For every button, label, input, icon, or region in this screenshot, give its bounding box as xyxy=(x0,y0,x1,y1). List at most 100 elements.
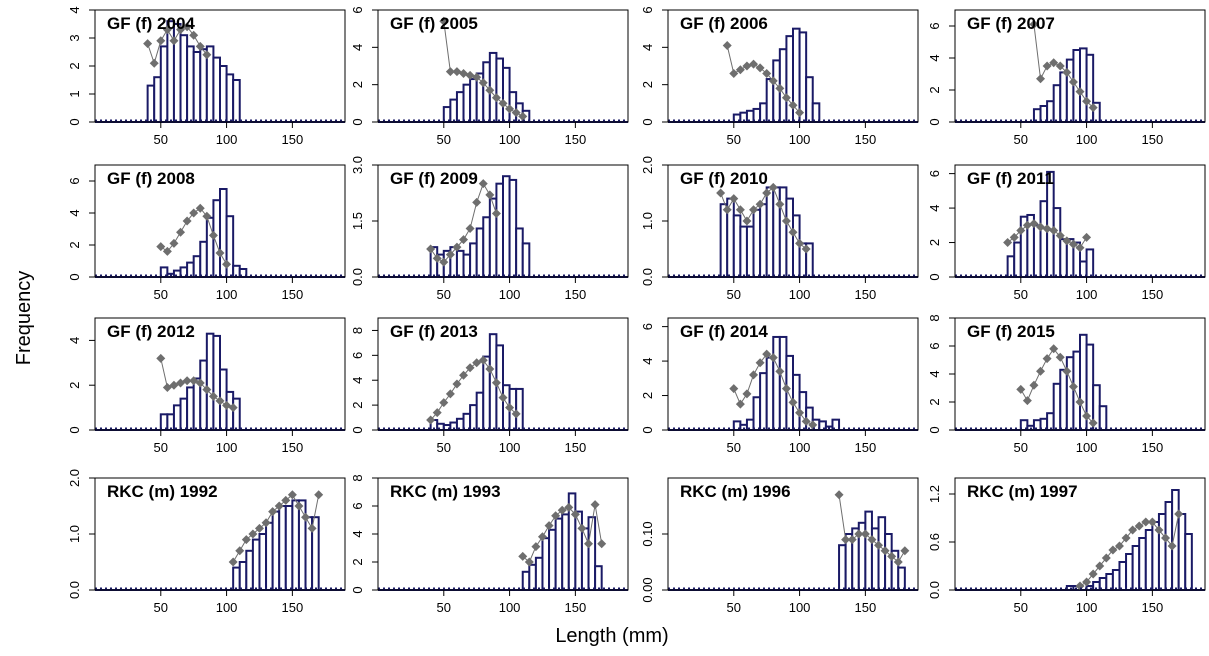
predicted-point xyxy=(169,238,179,248)
predicted-point xyxy=(1134,521,1144,531)
predicted-point xyxy=(287,490,297,500)
predicted-point xyxy=(1036,222,1046,232)
chart-panel: RKC (m) 1997 0.0 0.6 1.2 50 100 150 xyxy=(927,477,1206,615)
predicted-point xyxy=(228,557,238,567)
panel-title: GF (f) 2006 xyxy=(680,14,768,33)
y-tick-label: 1.5 xyxy=(350,212,365,230)
y-tick-label: 0.0 xyxy=(350,268,365,286)
y-tick-label: 2 xyxy=(927,398,942,405)
x-tick-label: 150 xyxy=(855,600,877,615)
predicted-point xyxy=(459,235,469,245)
chart-panel: GF (f) 2008 0 2 4 6 50 100 150 xyxy=(67,164,346,302)
predicted-point xyxy=(795,108,805,118)
x-tick-label: 100 xyxy=(1076,600,1098,615)
y-tick-label: 4 xyxy=(927,370,942,377)
plot-frame xyxy=(94,164,346,278)
predicted-point xyxy=(307,523,317,533)
y-tick-label: 4 xyxy=(927,54,942,61)
predicted-point xyxy=(505,403,515,413)
y-tick-label: 1.0 xyxy=(640,212,655,230)
predicted-point xyxy=(1068,239,1078,249)
predicted-point xyxy=(1036,366,1046,376)
predicted-point xyxy=(202,385,212,395)
x-tick-label: 50 xyxy=(1014,600,1028,615)
predicted-point xyxy=(511,409,521,419)
y-tick-label: 8 xyxy=(350,327,365,334)
panel-title: GF (f) 2012 xyxy=(107,322,195,341)
predicted-point xyxy=(749,205,759,215)
y-tick-label: 0 xyxy=(350,426,365,433)
predicted-point xyxy=(472,197,482,207)
y-tick-label: 1 xyxy=(67,90,82,97)
x-tick-label: 50 xyxy=(437,600,451,615)
predicted-point xyxy=(729,384,739,394)
predicted-point xyxy=(775,83,785,93)
predicted-point xyxy=(1055,61,1065,71)
y-tick-label: 4 xyxy=(350,377,365,384)
y-tick-label: 0 xyxy=(640,118,655,125)
predicted-point xyxy=(531,542,541,552)
predicted-point xyxy=(768,76,778,86)
predicted-point xyxy=(834,490,844,500)
chart-panel: GF (f) 2004 0 1 2 3 4 50 100 150 xyxy=(67,6,346,147)
predicted-point xyxy=(795,408,805,418)
predicted-point xyxy=(564,502,574,512)
x-tick-label: 50 xyxy=(154,132,168,147)
predicted-point xyxy=(768,182,778,192)
predicted-point xyxy=(518,551,528,561)
predicted-point xyxy=(235,546,245,556)
predicted-point xyxy=(222,259,232,269)
panel-title: GF (f) 2011 xyxy=(967,169,1054,188)
predicted-point xyxy=(189,30,199,40)
plot-frame xyxy=(94,317,346,431)
x-tick-label: 50 xyxy=(727,600,741,615)
predicted-point xyxy=(518,111,528,121)
predicted-point xyxy=(1108,545,1118,555)
y-tick-label: 1.2 xyxy=(927,485,942,503)
x-tick-label: 100 xyxy=(499,440,521,455)
predicted-point xyxy=(1036,74,1046,84)
y-tick-label: 4 xyxy=(927,204,942,211)
predicted-point xyxy=(1062,67,1072,77)
predicted-point xyxy=(808,420,818,430)
predicted-point xyxy=(867,535,877,545)
predicted-point xyxy=(1042,354,1052,364)
plot-frame xyxy=(377,9,629,123)
x-tick-label: 150 xyxy=(282,600,304,615)
predicted-point xyxy=(182,22,192,32)
y-tick-label: 0 xyxy=(927,118,942,125)
histogram-bar xyxy=(1184,533,1193,591)
predicted-point xyxy=(445,67,455,77)
panel-title: GF (f) 2008 xyxy=(107,169,195,188)
chart-panel: RKC (m) 1993 0 2 4 6 8 50 100 150 xyxy=(350,474,629,615)
predicted-point xyxy=(1082,232,1092,242)
predicted-point xyxy=(887,551,897,561)
x-tick-label: 150 xyxy=(1142,440,1164,455)
predicted-point xyxy=(781,216,791,226)
predicted-point xyxy=(880,546,890,556)
x-tick-label: 50 xyxy=(1014,287,1028,302)
predicted-point xyxy=(182,216,192,226)
histogram-bar xyxy=(521,242,531,278)
predicted-point xyxy=(742,389,752,399)
predicted-point xyxy=(801,416,811,426)
predicted-point xyxy=(432,253,442,263)
predicted-point xyxy=(1068,382,1078,392)
predicted-point xyxy=(156,242,166,252)
predicted-point xyxy=(570,509,580,519)
y-tick-label: 2 xyxy=(350,558,365,565)
predicted-point xyxy=(268,507,278,517)
histogram-bar xyxy=(1085,248,1095,279)
predicted-point xyxy=(1128,525,1138,535)
x-tick-label: 50 xyxy=(727,287,741,302)
y-tick-label: 2 xyxy=(927,86,942,93)
predicted-point xyxy=(1154,525,1164,535)
predicted-point xyxy=(195,378,205,388)
histogram-bar xyxy=(594,565,603,592)
y-tick-label: 0 xyxy=(350,118,365,125)
panel-title: RKC (m) 1993 xyxy=(390,482,501,501)
predicted-point xyxy=(294,501,304,511)
x-tick-label: 50 xyxy=(437,440,451,455)
x-tick-label: 100 xyxy=(499,132,521,147)
predicted-point xyxy=(208,391,218,401)
